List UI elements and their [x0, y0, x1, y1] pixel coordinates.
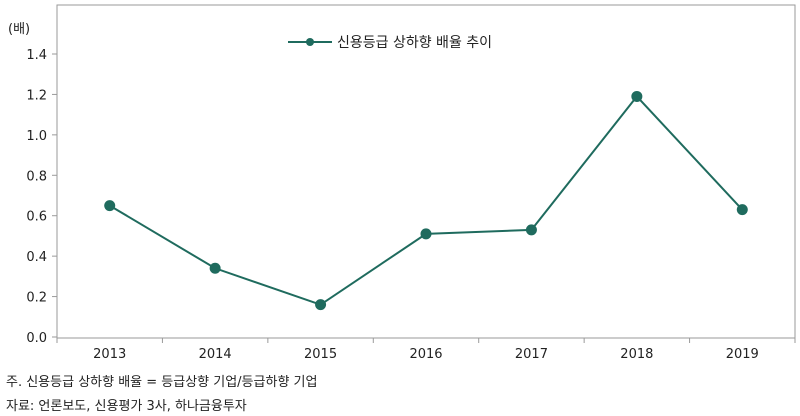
y-axis-ticks: 0.0 0.2 0.4 0.6 0.8 1.0 1.2 1.4	[26, 48, 57, 346]
y-tick-label: 1.0	[26, 129, 47, 144]
y-tick-label: 0.8	[26, 169, 47, 184]
legend: 신용등급 상하향 배율 추이	[288, 35, 492, 51]
data-point	[209, 262, 221, 274]
x-tick-label: 2016	[409, 347, 442, 362]
data-point	[736, 204, 748, 216]
y-tick-label: 0.0	[26, 331, 47, 346]
x-tick-label: 2014	[199, 347, 232, 362]
y-axis-unit-label: (배)	[8, 22, 30, 37]
plot-frame	[56, 4, 796, 339]
data-point	[420, 228, 432, 240]
x-axis-ticks: 2013 2014 2015 2016 2017 2018 2019	[56, 338, 796, 362]
x-tick-label: 2019	[726, 347, 759, 362]
y-tick-label: 0.6	[26, 210, 47, 225]
legend-label: 신용등급 상하향 배율 추이	[337, 35, 492, 51]
y-tick-label: 0.4	[26, 250, 47, 265]
legend-marker	[306, 38, 314, 46]
x-tick-label: 2015	[304, 347, 337, 362]
data-point	[631, 90, 643, 102]
chart-note: 주. 신용등급 상하향 배율 = 등급상향 기업/등급하향 기업	[6, 375, 318, 390]
data-point	[104, 200, 116, 212]
x-tick-label: 2013	[93, 347, 126, 362]
series-line	[109, 94, 744, 306]
y-tick-label: 1.2	[26, 88, 47, 103]
x-tick-label: 2017	[515, 347, 548, 362]
y-tick-label: 1.4	[26, 48, 47, 63]
x-tick-label: 2018	[620, 347, 653, 362]
chart-source: 자료: 언론보도, 신용평가 3사, 하나금융투자	[6, 399, 247, 414]
data-point	[315, 299, 327, 311]
y-tick-label: 0.2	[26, 291, 47, 306]
series-group	[104, 90, 748, 311]
data-point	[525, 224, 537, 236]
